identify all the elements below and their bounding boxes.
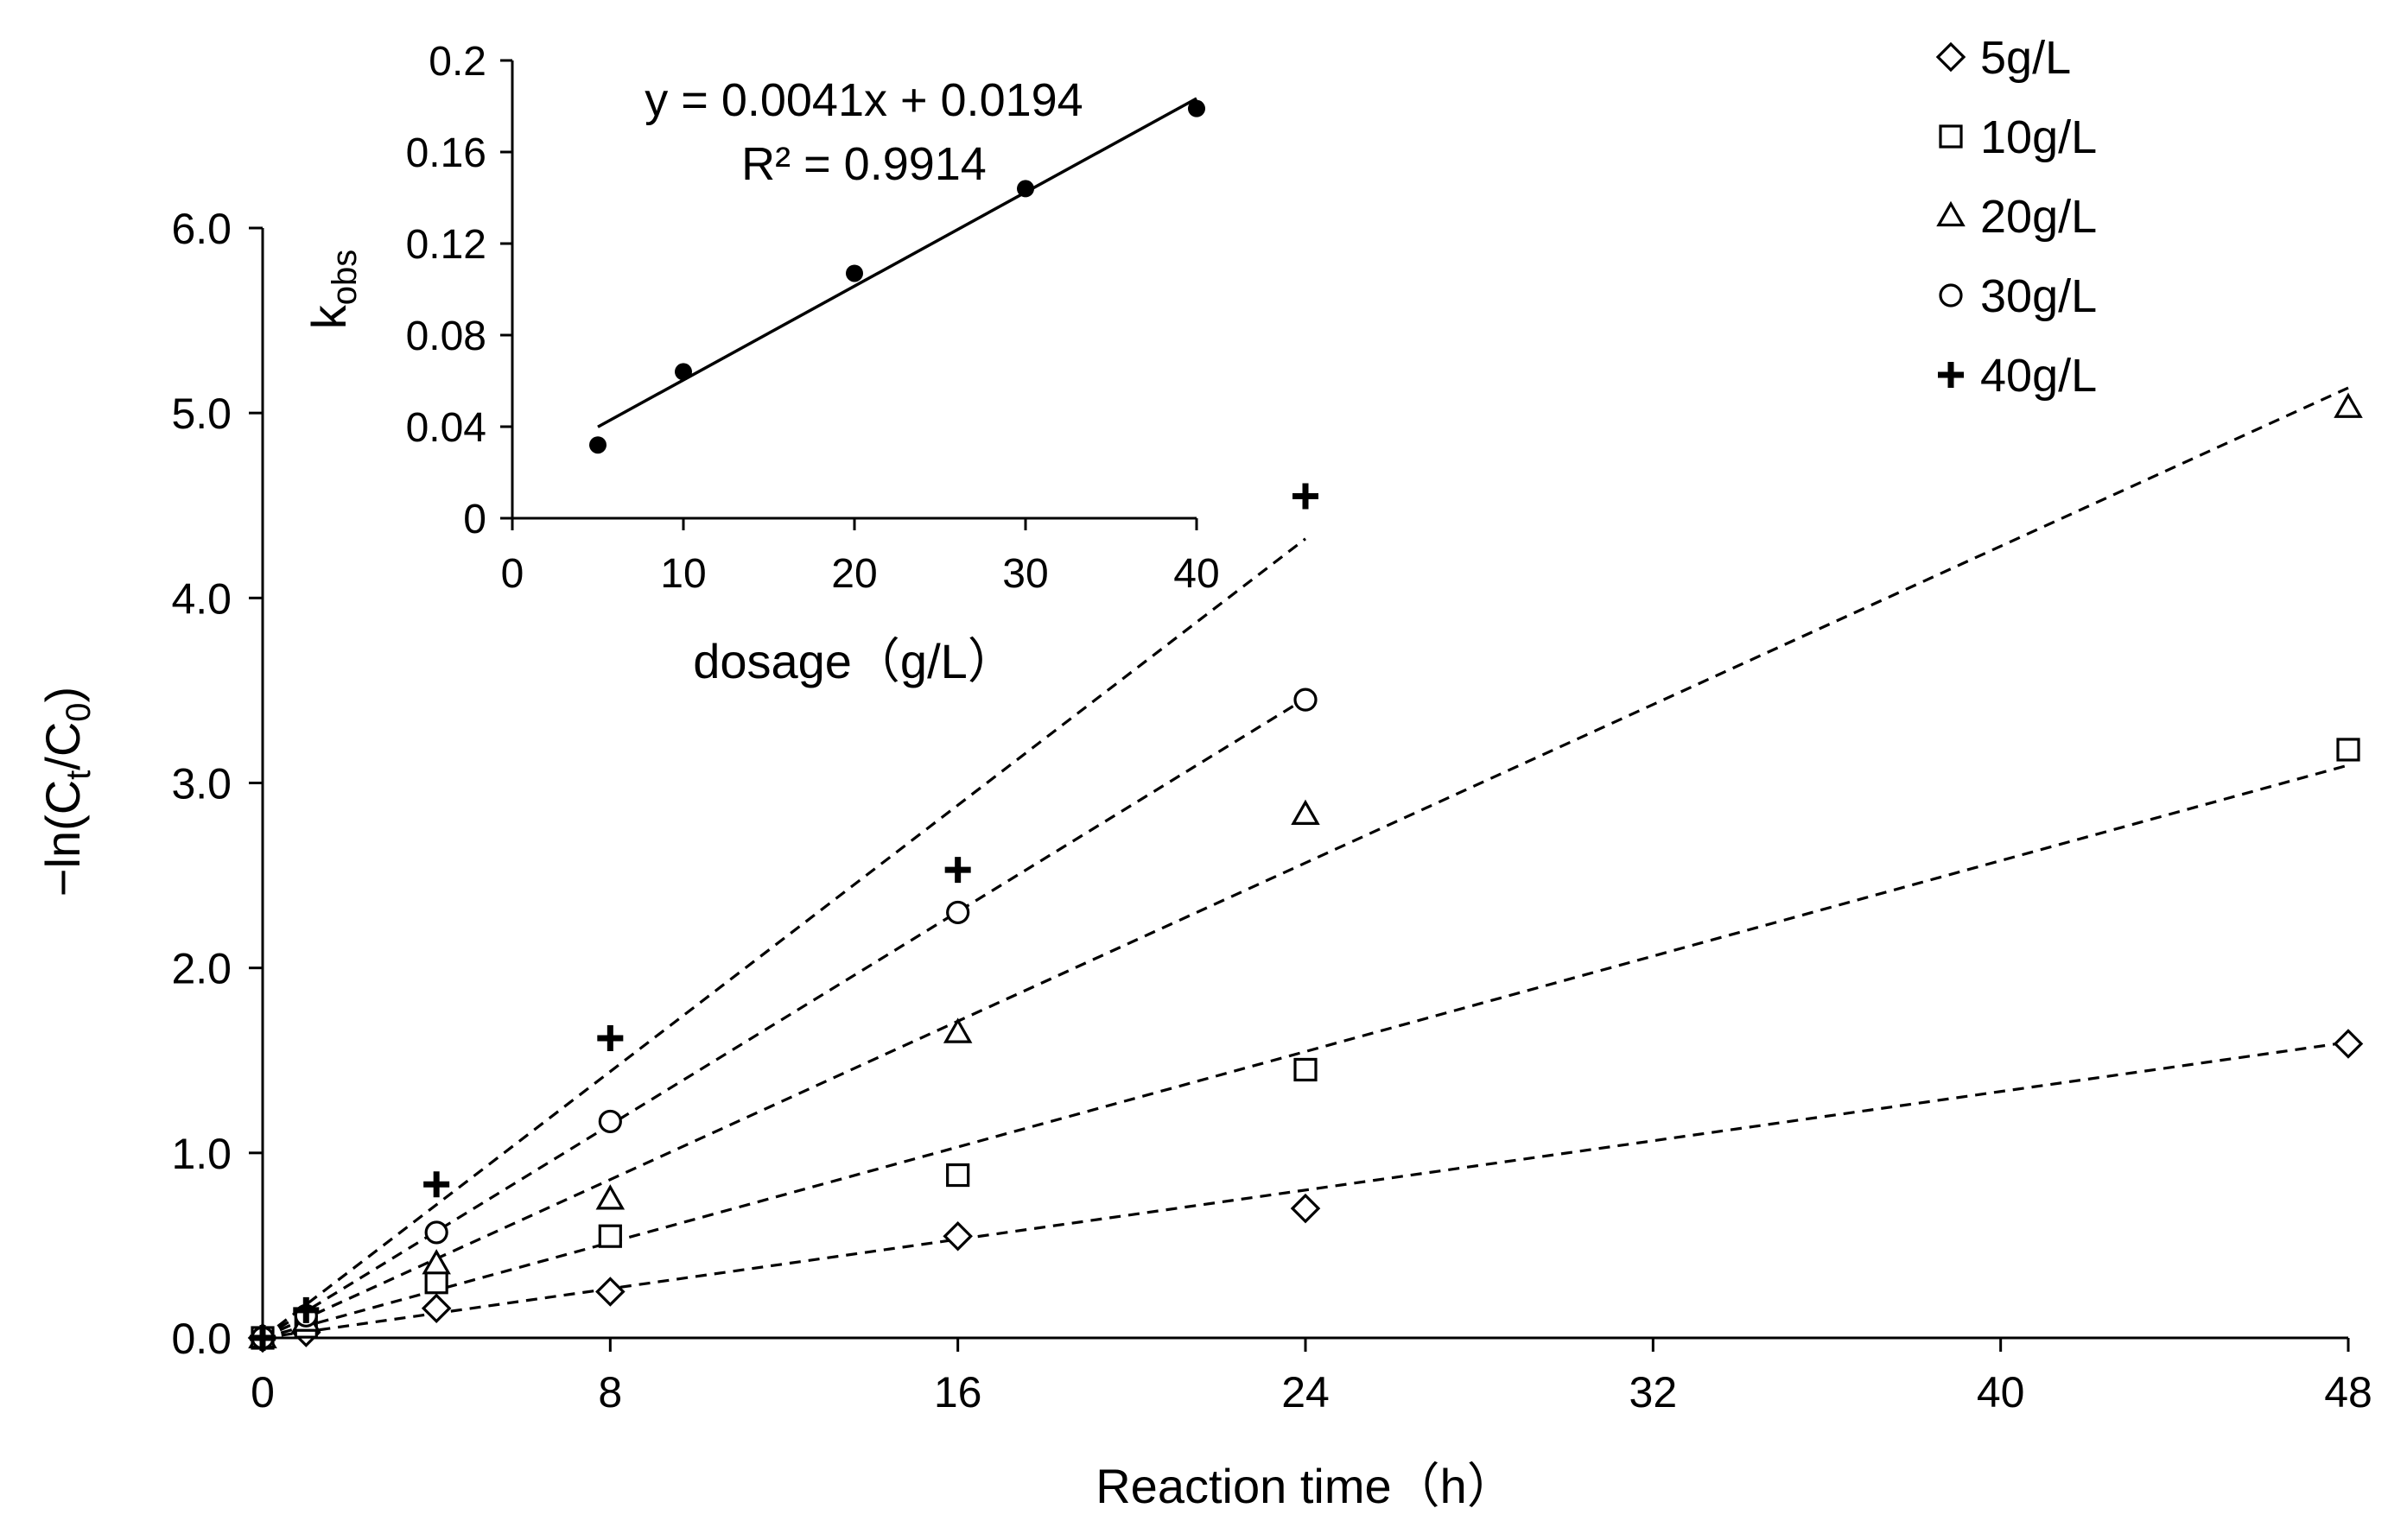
data-point xyxy=(597,1025,624,1052)
data-point xyxy=(598,1109,622,1134)
data-point xyxy=(422,1249,451,1275)
data-point xyxy=(424,1271,448,1295)
main-plot: 0 8 16 24 32 40 48 0.0 1.0 2.0 3.0 4.0 5.0 6.0 Reactio… xyxy=(35,205,2372,1513)
legend-marker xyxy=(1939,283,1963,307)
x-tick-label: 24 xyxy=(1281,1368,1330,1416)
inset-x-axis-title: dosage（g/L） xyxy=(693,634,1016,688)
x-tick-label: 48 xyxy=(2324,1368,2372,1416)
data-point xyxy=(250,1325,276,1351)
inset-x-tick-label: 10 xyxy=(660,551,706,597)
data-point xyxy=(421,1293,452,1323)
data-point xyxy=(293,1296,320,1323)
inset-y-tick-label: 0.04 xyxy=(406,405,486,451)
y-tick-label: 3.0 xyxy=(171,760,232,808)
legend: 5g/L 10g/L 20g/L 30g/L 40g/L xyxy=(1935,32,2097,402)
fit-line xyxy=(262,386,2349,1340)
y-axis-title: −ln(Ct/C0) xyxy=(35,687,98,897)
data-point xyxy=(2336,738,2360,762)
inset-x-tick-label: 0 xyxy=(501,551,524,597)
data-point xyxy=(943,1017,973,1043)
x-tick-label: 40 xyxy=(1977,1368,2025,1416)
data-point xyxy=(1292,483,1318,510)
inset-data-point xyxy=(1188,99,1205,117)
x-tick-label: 32 xyxy=(1629,1368,1678,1416)
legend-marker xyxy=(1936,200,1966,227)
data-point xyxy=(423,1171,450,1198)
fit-line xyxy=(262,537,1306,1340)
legend-label: 20g/L xyxy=(1980,191,2097,243)
fit-line xyxy=(262,764,2349,1340)
y-axis-title-part: −ln(C xyxy=(35,780,90,897)
inset-y-axis-title-sub: obs xyxy=(326,250,364,306)
inset-data-point xyxy=(675,363,692,381)
legend-marker xyxy=(1938,362,1964,388)
y-tick-label: 5.0 xyxy=(171,390,232,438)
y-axis-title-part: t xyxy=(60,770,98,780)
trendline-r-squared: R² = 0.9914 xyxy=(741,138,987,190)
data-point xyxy=(946,1163,970,1188)
inset-x-tick-label: 40 xyxy=(1173,551,1219,597)
data-point xyxy=(2334,392,2363,418)
fit-line xyxy=(262,697,1306,1340)
legend-marker xyxy=(1939,124,1963,149)
inset-y-axis-title: kobs xyxy=(302,250,364,330)
inset-trendline xyxy=(597,97,1197,428)
inset-y-tick-label: 0.12 xyxy=(406,222,486,268)
inset-data-point xyxy=(589,436,607,454)
data-point xyxy=(598,1224,622,1248)
inset-data-point xyxy=(846,264,863,282)
data-point xyxy=(943,1220,973,1252)
trendline-equation: y = 0.0041x + 0.0194 xyxy=(645,74,1083,126)
x-tick-label: 8 xyxy=(598,1368,622,1416)
legend-label: 5g/L xyxy=(1980,32,2071,84)
data-point xyxy=(1293,688,1318,712)
data-point xyxy=(595,1277,626,1307)
x-tick-label: 0 xyxy=(251,1368,275,1416)
inset-data-point xyxy=(1017,180,1034,198)
data-point xyxy=(1293,1057,1318,1082)
inset-y-tick-label: 0.08 xyxy=(406,314,486,359)
y-tick-label: 1.0 xyxy=(171,1130,232,1178)
legend-label: 10g/L xyxy=(1980,111,2097,163)
inset-y-axis-title-main: k xyxy=(302,304,356,329)
inset-x-tick-label: 30 xyxy=(1002,551,1048,597)
data-point xyxy=(595,1184,626,1210)
y-tick-label: 2.0 xyxy=(171,945,232,993)
y-axis-title-part: /C xyxy=(35,722,90,770)
data-point xyxy=(946,900,970,925)
inset-y-tick-label: 0.2 xyxy=(429,39,486,85)
y-axis-title-part: ) xyxy=(35,687,90,703)
fit-line xyxy=(262,1041,2349,1340)
inset-y-tick-label: 0 xyxy=(463,497,486,542)
legend-label: 30g/L xyxy=(1980,270,2097,322)
data-point xyxy=(424,1220,448,1245)
data-point xyxy=(2333,1029,2364,1059)
y-tick-label: 6.0 xyxy=(171,205,232,253)
legend-marker xyxy=(1935,41,1966,73)
data-point xyxy=(1290,1193,1321,1224)
y-axis-title-part: 0 xyxy=(60,702,98,721)
inset-plot: 0 10 20 30 40 0 0.04 0.08 0.12 0.16 0.2 dosage（g/L）… xyxy=(302,39,1220,688)
inset-x-tick-label: 20 xyxy=(831,551,877,597)
data-point xyxy=(1291,799,1320,826)
y-tick-label: 4.0 xyxy=(171,574,232,623)
data-point xyxy=(944,857,971,884)
y-tick-label: 0.0 xyxy=(171,1315,232,1363)
x-tick-label: 16 xyxy=(934,1368,982,1416)
inset-y-tick-label: 0.16 xyxy=(406,130,486,176)
legend-label: 40g/L xyxy=(1980,350,2097,402)
x-axis-title: Reaction time（h） xyxy=(1096,1459,1515,1513)
